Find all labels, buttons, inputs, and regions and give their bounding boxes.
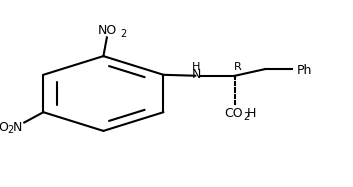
Text: H: H — [192, 62, 201, 72]
Text: Ph: Ph — [297, 64, 312, 77]
Text: N: N — [192, 68, 201, 81]
Text: N: N — [13, 121, 23, 134]
Text: 2: 2 — [120, 29, 126, 39]
Text: O: O — [0, 121, 8, 134]
Text: R: R — [234, 62, 242, 72]
Text: H: H — [247, 107, 256, 120]
Text: CO: CO — [225, 107, 243, 120]
Text: NO: NO — [98, 24, 118, 37]
Text: 2: 2 — [243, 111, 249, 122]
Text: 2: 2 — [8, 125, 14, 135]
